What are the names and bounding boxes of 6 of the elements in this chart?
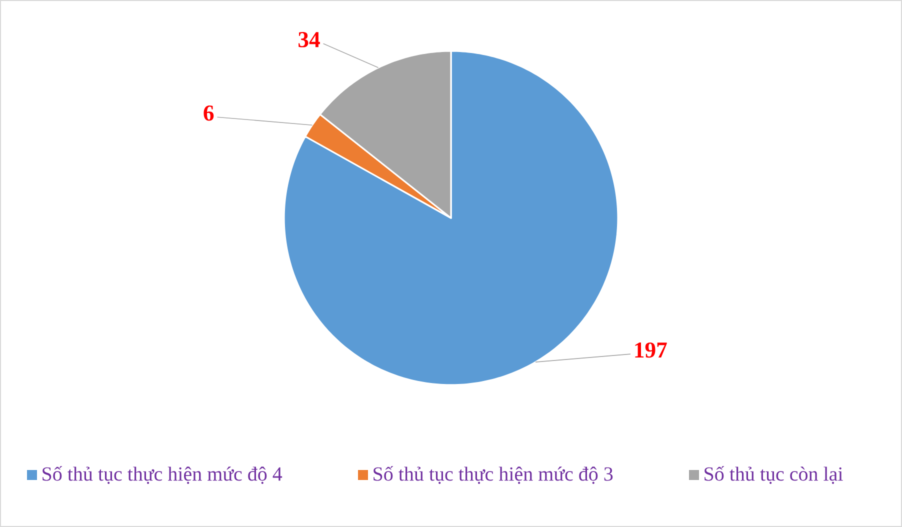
data-label: 197 [635, 342, 667, 358]
legend-label: Số thủ tục thực hiện mức độ 3 [374, 466, 613, 484]
data-label: 6 [204, 105, 214, 121]
legend-label: Số thủ tục còn lại [704, 466, 843, 484]
data-label: 34 [298, 32, 320, 48]
legend-label: Số thủ tục thực hiện mức độ 4 [42, 466, 282, 484]
